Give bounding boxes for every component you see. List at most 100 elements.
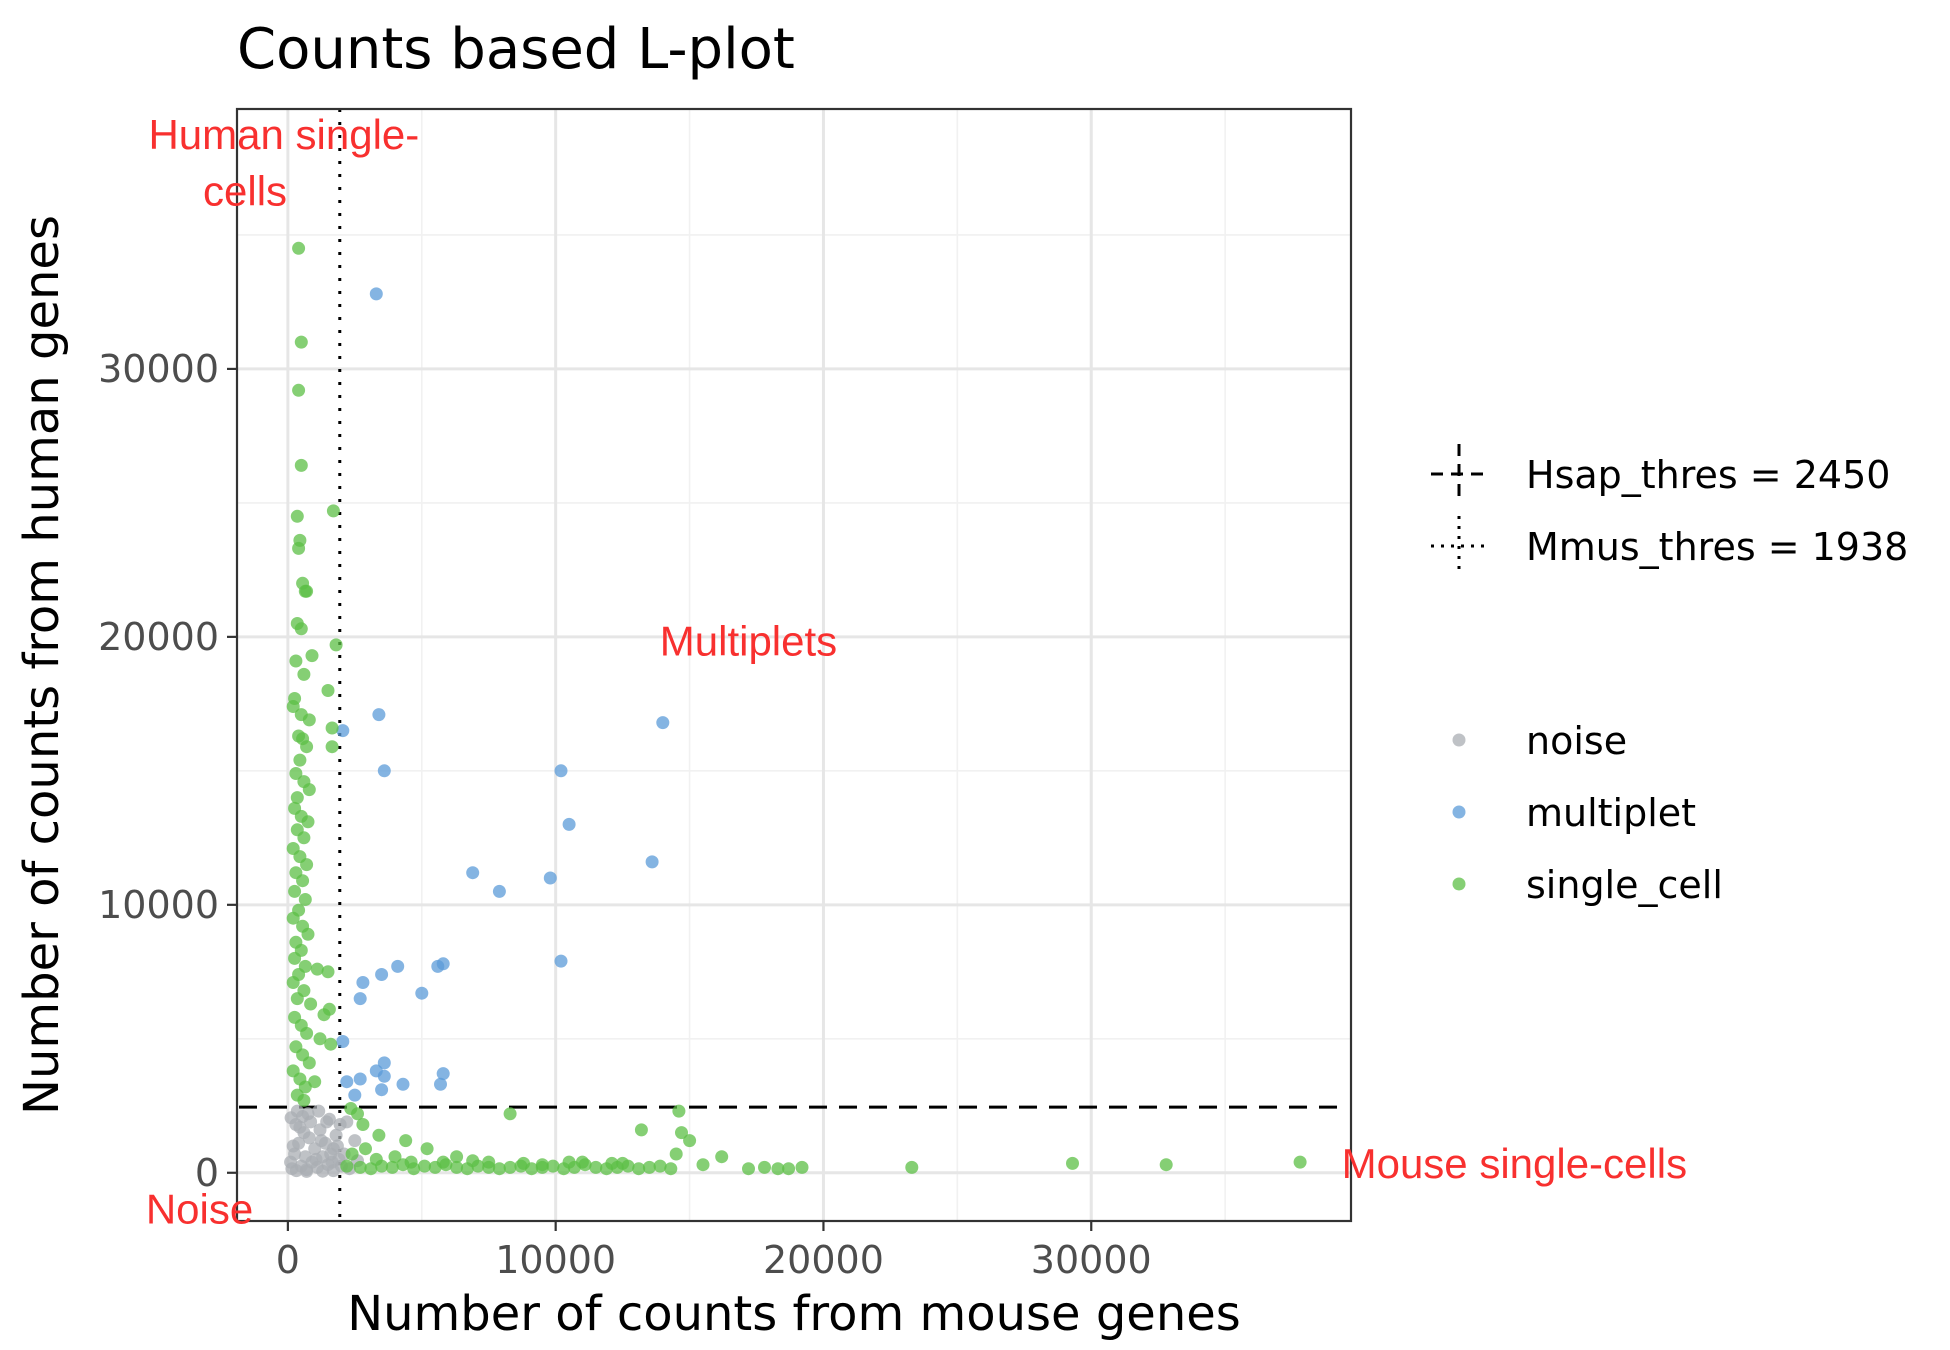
point-single-cell (664, 1162, 678, 1176)
point-single-cell (326, 504, 340, 518)
x-axis-ticks: 0 10000 20000 30000 (276, 1221, 1152, 1282)
point-single-cell (503, 1160, 517, 1174)
point-multiplet (356, 976, 370, 989)
point-multiplet (353, 1072, 367, 1086)
point-single-cell (297, 1093, 311, 1107)
y-axis-title: Number of counts from human genes (14, 215, 70, 1115)
point-single-cell (304, 997, 318, 1011)
point-multiplet (391, 959, 405, 973)
y-tick-label: 10000 (98, 883, 219, 927)
y-axis-ticks: 0 10000 20000 30000 (98, 347, 237, 1195)
x-tick-label: 10000 (495, 1238, 616, 1282)
point-single-cell (742, 1162, 755, 1176)
point-noise (322, 1112, 336, 1126)
point-single-cell (546, 1159, 560, 1173)
point-single-cell (905, 1160, 919, 1174)
point-single-cell (369, 1152, 383, 1166)
point-single-cell (329, 638, 343, 652)
point-single-cell (466, 1154, 480, 1168)
point-multiplet (562, 817, 576, 831)
x-tick-label: 0 (276, 1238, 300, 1282)
point-single-cell (296, 874, 310, 888)
point-single-cell (300, 584, 314, 598)
legend-key-point (1452, 805, 1466, 819)
point-single-cell (305, 649, 319, 663)
point-single-cell (399, 1134, 413, 1148)
point-single-cell (345, 1147, 359, 1161)
point-single-cell (503, 1107, 517, 1121)
point-single-cell (300, 858, 314, 872)
point-multiplet (340, 1075, 354, 1089)
point-single-cell (1293, 1155, 1307, 1169)
point-single-cell (535, 1160, 549, 1174)
chart-title: Counts based L-plot (237, 17, 795, 82)
legend: Hsap_thres = 2450 Mmus_thres = 1938 noise m… (1431, 444, 1908, 907)
point-single-cell (292, 383, 306, 397)
point-single-cell (683, 1134, 697, 1148)
point-single-cell (356, 1118, 370, 1131)
point-single-cell (321, 965, 335, 979)
point-multiplet (436, 1067, 450, 1081)
point-noise (284, 1155, 298, 1169)
point-single-cell (1159, 1158, 1173, 1172)
point-single-cell (771, 1162, 785, 1176)
point-multiplet (554, 764, 568, 778)
point-noise (302, 1131, 316, 1145)
point-single-cell (325, 740, 339, 754)
legend-label-series: multiplet (1526, 791, 1696, 835)
annotation-label: Mouse single-cells (1342, 1140, 1687, 1187)
point-noise (326, 1164, 340, 1178)
point-single-cell (290, 509, 304, 523)
point-single-cell (642, 1160, 656, 1174)
point-noise (314, 1134, 328, 1148)
point-single-cell (404, 1155, 418, 1169)
scatter-points (284, 241, 1307, 1178)
y-tick-label: 20000 (98, 615, 219, 659)
point-single-cell (302, 713, 316, 727)
point-noise (312, 1104, 326, 1118)
point-single-cell (292, 241, 306, 255)
point-single-cell (482, 1160, 496, 1174)
point-single-cell (578, 1158, 592, 1172)
point-single-cell (359, 1142, 372, 1156)
point-noise (300, 1164, 314, 1178)
point-single-cell (288, 884, 302, 898)
point-multiplet (543, 871, 557, 885)
annotation-label: Multiplets (660, 618, 837, 665)
point-single-cell (286, 976, 300, 989)
point-noise (284, 1111, 298, 1125)
point-single-cell (310, 962, 324, 976)
point-single-cell (418, 1159, 431, 1173)
annotation-label: cells (203, 167, 287, 214)
point-single-cell (420, 1142, 434, 1156)
point-single-cell (675, 1126, 688, 1140)
point-multiplet (415, 986, 429, 1000)
plot-panel-border (235, 107, 1353, 1223)
x-tick-label: 30000 (1031, 1238, 1152, 1282)
point-single-cell (589, 1160, 603, 1174)
point-single-cell (758, 1160, 771, 1174)
point-single-cell (301, 927, 315, 941)
point-single-cell (782, 1162, 796, 1176)
point-single-cell (669, 1147, 683, 1161)
point-multiplet (375, 1083, 389, 1097)
y-tick-label: 0 (195, 1151, 219, 1195)
point-single-cell (286, 700, 300, 713)
point-multiplet (336, 1035, 350, 1048)
point-single-cell (450, 1150, 464, 1164)
point-single-cell (632, 1162, 646, 1176)
annotations: Human single-cells Multiplets Mouse single… (146, 111, 1687, 1232)
annotation-label: Human single- (148, 111, 419, 158)
point-single-cell (562, 1155, 576, 1169)
annotation-label: Noise (146, 1186, 253, 1233)
point-multiplet (348, 1088, 362, 1102)
point-single-cell (286, 911, 300, 925)
point-noise (316, 1164, 330, 1178)
point-single-cell (372, 1128, 386, 1142)
point-single-cell (634, 1123, 648, 1137)
legend-label-threshold: Hsap_thres = 2450 (1526, 453, 1890, 497)
point-single-cell (293, 753, 307, 767)
point-single-cell (672, 1104, 686, 1118)
y-tick-label: 30000 (98, 347, 219, 391)
point-multiplet (436, 957, 450, 971)
